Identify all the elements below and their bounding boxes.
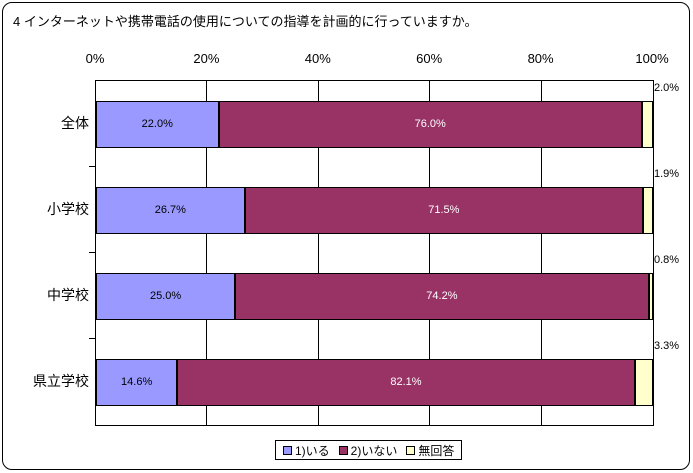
segment-value-label: 14.6% (121, 376, 153, 388)
category-axis-tick (89, 252, 95, 253)
category-label: 小学校 (47, 201, 89, 217)
category-axis-tick (89, 166, 95, 167)
segment-value-label-outside: 1.9% (654, 168, 680, 180)
legend-label: 1)いる (295, 443, 330, 458)
bar-segment-1: 26.7% (96, 186, 245, 234)
gridline (317, 81, 319, 425)
bar-segment-3 (634, 358, 653, 406)
bar-segment-2: 71.5% (244, 186, 643, 234)
segment-value-label: 71.5% (428, 204, 460, 216)
bar-row: 25.0% 74.2% (96, 272, 653, 320)
legend-item: 2)いない (338, 442, 398, 459)
legend-item: 1)いる (283, 442, 330, 459)
legend-label: 無回答 (418, 443, 455, 458)
category-label: 中学校 (47, 287, 89, 303)
category-label: 全体 (61, 115, 89, 131)
bar-segment-3 (648, 272, 653, 320)
category-label: 県立学校 (33, 373, 89, 389)
segment-value-label: 76.0% (414, 118, 446, 130)
x-axis-tick-label: 80% (527, 51, 554, 66)
legend-swatch (283, 445, 292, 455)
bar-segment-1: 14.6% (96, 358, 178, 406)
bar-segment-2: 74.2% (235, 272, 649, 320)
x-axis-tick-label: 40% (304, 51, 331, 66)
x-axis-tick-label: 100% (635, 51, 669, 66)
segment-value-label-outside: 3.3% (654, 340, 680, 352)
gridline (429, 81, 431, 425)
plot-area: 22.0% 76.0% 26.7% 71.5% 25.0% 74.2% 14.6% 82.1% (95, 80, 654, 426)
legend: 1)いる 2)いない 無回答 (275, 440, 463, 460)
segment-value-label-outside: 0.8% (654, 254, 680, 266)
bar-segment-3 (641, 100, 653, 148)
gridline (540, 81, 542, 425)
segment-value-label-outside: 2.0% (654, 82, 680, 94)
x-axis-tick-label: 0% (85, 51, 105, 66)
bar-row: 26.7% 71.5% (96, 186, 653, 234)
bar-row: 14.6% 82.1% (96, 358, 653, 406)
gridline (206, 81, 208, 425)
legend-swatch (338, 445, 348, 455)
bar-row: 22.0% 76.0% (96, 100, 653, 148)
bar-segment-1: 25.0% (96, 272, 236, 320)
bar-segment-3 (642, 186, 653, 234)
chart-title: 4 インターネットや携帯電話の使用についての指導を計画的に行っていますか。 (13, 14, 478, 29)
bar-segment-2: 82.1% (177, 358, 635, 406)
legend-item: 無回答 (406, 442, 454, 459)
segment-value-label: 25.0% (150, 290, 182, 302)
category-axis-tick (89, 338, 95, 339)
x-axis-tick-label: 60% (416, 51, 443, 66)
bar-segment-2: 76.0% (218, 100, 642, 148)
legend-label: 2)いない (350, 443, 398, 458)
bar-segment-1: 22.0% (96, 100, 219, 148)
segment-value-label: 74.2% (426, 290, 458, 302)
segment-value-label: 22.0% (141, 118, 173, 130)
x-axis-tick-label: 20% (193, 51, 220, 66)
legend-swatch (406, 445, 416, 455)
segment-value-label: 82.1% (390, 376, 422, 388)
segment-value-label: 26.7% (154, 204, 186, 216)
